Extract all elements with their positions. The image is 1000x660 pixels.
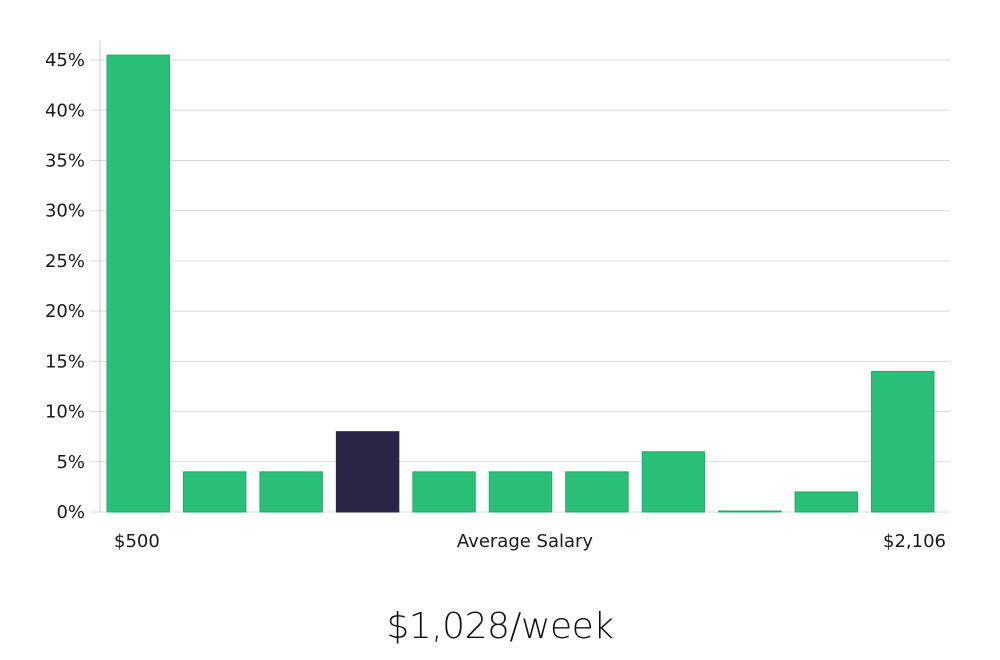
x-axis-title: Average Salary bbox=[457, 531, 594, 552]
bar bbox=[412, 471, 476, 513]
gridlines bbox=[90, 59, 950, 513]
average-salary-value: $1,028/week bbox=[386, 606, 614, 647]
x-min-label: $500 bbox=[114, 531, 160, 552]
y-tick-label: 25% bbox=[45, 251, 85, 272]
bar bbox=[106, 54, 170, 513]
bar bbox=[794, 491, 859, 513]
bar-highlighted bbox=[335, 431, 400, 513]
x-max-label: $2,106 bbox=[883, 531, 946, 552]
bar bbox=[871, 370, 935, 513]
y-tick-label: 30% bbox=[45, 201, 85, 222]
bar bbox=[182, 471, 247, 513]
y-tick-label: 15% bbox=[45, 351, 85, 372]
bar bbox=[565, 471, 629, 513]
bars bbox=[106, 54, 935, 513]
y-tick-label: 35% bbox=[45, 151, 85, 172]
bar bbox=[488, 471, 553, 513]
y-tick-label: 20% bbox=[45, 301, 85, 322]
bar bbox=[641, 451, 706, 513]
y-tick-label: 40% bbox=[45, 100, 85, 121]
y-tick-label: 0% bbox=[56, 502, 85, 523]
salary-histogram: 0% 5% 10% 15% 20% 25% 30% 35% 40% 45% $500 Averag… bbox=[45, 40, 950, 552]
y-tick-label: 5% bbox=[56, 452, 85, 473]
bar bbox=[718, 510, 782, 513]
y-tick-label: 45% bbox=[45, 50, 85, 71]
y-axis-ticks: 0% 5% 10% 15% 20% 25% 30% 35% 40% 45% bbox=[45, 50, 85, 523]
y-tick-label: 10% bbox=[45, 402, 85, 423]
bar bbox=[259, 471, 323, 513]
